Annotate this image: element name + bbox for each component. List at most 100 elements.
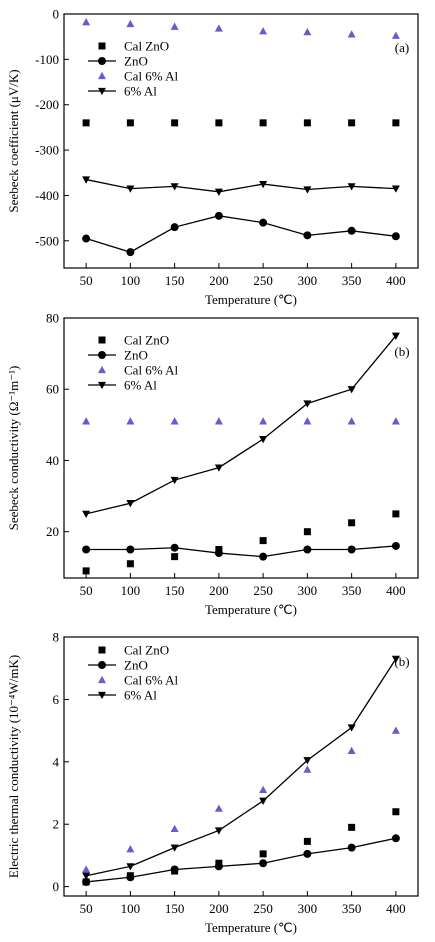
data-point [303,119,311,127]
legend-label: Cal ZnO [124,333,169,348]
series-triangle-down [82,655,400,880]
legend-marker [98,87,106,96]
legend-marker [98,381,106,390]
data-point [82,510,91,519]
series-triangle-down [82,332,400,519]
x-axis-label: Temperature (℃) [205,292,297,307]
legend-marker [98,336,106,344]
data-point [259,859,268,868]
data-point [214,211,223,220]
data-point [347,417,356,425]
x-tick-label: 200 [209,583,229,598]
data-point [303,27,312,36]
x-tick-label: 250 [253,901,273,916]
data-point [214,188,223,196]
data-point [392,119,400,127]
data-point [82,567,90,575]
data-point [82,877,91,886]
data-point [259,417,268,425]
data-point [214,827,223,835]
y-tick-label: 6 [53,692,60,707]
series-line [85,658,397,877]
data-point [214,862,223,871]
y-tick-label: -300 [35,143,59,158]
legend-label: Cal 6% Al [124,69,179,84]
legend-marker [98,57,106,65]
data-point [347,386,356,394]
legend-marker [98,71,106,80]
data-point [170,824,179,833]
legend-marker [98,42,106,50]
data-point [214,417,223,425]
data-point [82,865,91,873]
x-tick-label: 400 [386,583,406,598]
legend-marker [98,675,106,684]
data-point [126,560,134,568]
series-triangle-down [82,176,400,196]
x-tick-label: 350 [342,901,362,916]
series-line [86,545,396,558]
data-point [82,18,91,26]
data-point [259,552,268,561]
x-tick-label: 300 [298,273,318,288]
data-point [126,873,135,882]
data-point [171,119,179,127]
data-point [303,417,312,425]
legend-label: Cal ZnO [124,643,169,658]
y-tick-label: 20 [46,524,59,539]
legend-marker [98,691,106,700]
data-point [215,119,223,127]
data-point [347,545,356,554]
data-point [391,31,400,39]
data-point [303,186,312,194]
data-point [82,234,91,243]
data-point [214,549,223,558]
data-point [259,119,267,127]
x-tick-label: 50 [80,273,93,288]
x-axis-label: Temperature (℃) [205,602,297,617]
data-point [303,765,312,773]
data-point [82,176,91,184]
data-point [392,808,400,816]
data-point [303,849,312,858]
data-point [259,785,268,794]
x-tick-label: 150 [165,273,185,288]
data-point [303,757,312,765]
data-point [82,119,90,127]
data-point [126,185,135,193]
x-tick-label: 350 [342,583,362,598]
x-tick-label: 300 [298,583,318,598]
x-tick-label: 400 [386,273,406,288]
data-point [170,183,179,191]
y-tick-label: 2 [53,817,60,832]
series-line [85,335,397,515]
y-tick-label: 40 [46,453,59,468]
series-circle [82,541,400,561]
data-point [259,797,268,805]
y-tick-label: 60 [46,382,59,397]
y-tick-label: 8 [53,630,60,645]
series-circle [82,834,400,886]
series-line [85,178,396,193]
data-point [259,218,268,227]
x-tick-label: 350 [342,273,362,288]
x-tick-label: 400 [386,901,406,916]
x-tick-label: 100 [121,273,141,288]
y-tick-label: -400 [35,188,59,203]
panel-label: (a) [395,40,409,55]
data-point [259,180,268,189]
plot-frame [63,636,419,897]
data-point [391,655,400,663]
data-point [82,417,91,425]
x-tick-label: 300 [298,901,318,916]
data-point [392,510,400,518]
series-line [85,215,396,253]
legend-marker [98,351,106,359]
data-point [303,231,312,240]
data-point [259,537,267,545]
data-point [391,541,400,550]
legend-label: ZnO [124,658,148,673]
x-tick-label: 150 [165,901,185,916]
